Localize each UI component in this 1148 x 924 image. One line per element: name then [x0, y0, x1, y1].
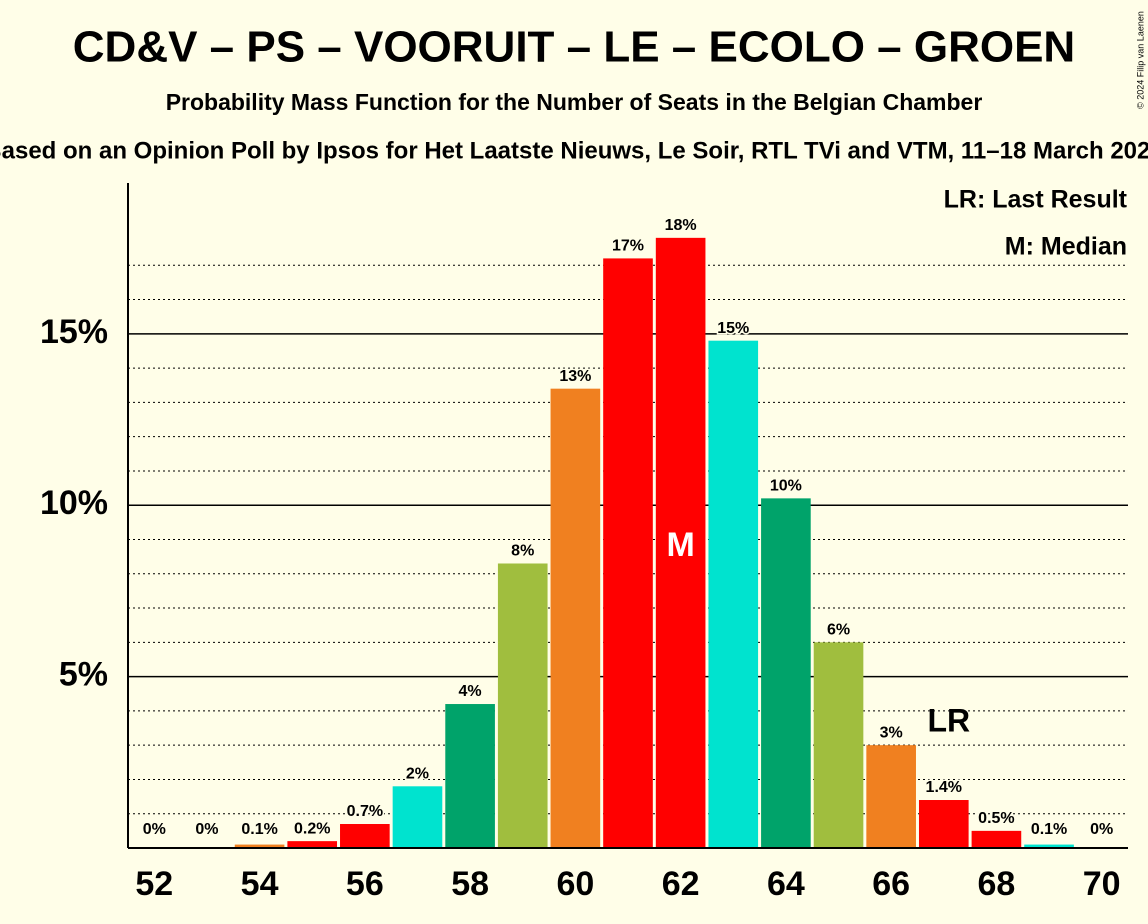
value-label: 8% — [511, 543, 534, 560]
bar — [603, 258, 653, 849]
x-tick-label: 66 — [872, 865, 910, 903]
value-label: 1.4% — [926, 779, 962, 796]
x-tick-label: 70 — [1083, 865, 1121, 903]
x-tick-label: 56 — [346, 865, 384, 903]
chart-title: CD&V – PS – VOORUIT – LE – ECOLO – GROEN — [73, 23, 1075, 72]
bar — [866, 745, 916, 848]
bar — [234, 844, 285, 848]
y-tick-label: 10% — [40, 484, 108, 522]
bar — [497, 563, 548, 848]
x-tick-label: 68 — [978, 865, 1016, 903]
x-tick-label: 64 — [767, 865, 805, 903]
last-result-marker: LR — [927, 702, 970, 738]
value-label: 15% — [717, 320, 749, 337]
bar — [550, 388, 601, 848]
bar — [1024, 844, 1074, 848]
bar — [655, 237, 706, 849]
y-tick-label: 15% — [40, 313, 108, 351]
chart-source: Based on an Opinion Poll by Ipsos for He… — [0, 137, 1148, 164]
value-label: 0.1% — [241, 821, 277, 838]
value-label: 2% — [406, 766, 429, 783]
value-label: 0% — [195, 821, 218, 838]
value-label: 0.1% — [1031, 821, 1067, 838]
bar — [761, 498, 811, 848]
chart-subtitle: Probability Mass Function for the Number… — [166, 89, 983, 115]
value-label: 18% — [665, 217, 697, 234]
median-marker: M — [666, 526, 694, 564]
bar — [918, 800, 969, 848]
value-label: 0% — [143, 821, 166, 838]
value-label: 17% — [612, 238, 644, 255]
x-tick-label: 62 — [662, 865, 700, 903]
value-label: 6% — [827, 622, 850, 639]
bar — [392, 786, 443, 848]
bar — [708, 340, 759, 848]
bar — [445, 704, 495, 848]
value-label: 0.7% — [347, 803, 383, 820]
value-label: 0.5% — [978, 810, 1014, 827]
x-tick-label: 54 — [241, 865, 279, 903]
value-label: 0.2% — [294, 820, 330, 837]
x-tick-label: 60 — [556, 865, 594, 903]
legend-background — [930, 184, 1128, 264]
value-label: 13% — [559, 368, 591, 385]
value-label: 3% — [880, 724, 903, 741]
bar — [813, 642, 864, 848]
value-label: 10% — [770, 478, 802, 495]
y-tick-label: 5% — [59, 656, 108, 694]
bar — [340, 824, 390, 848]
legend-entry: M: Median — [1005, 233, 1127, 261]
legend-entry: LR: Last Result — [944, 186, 1128, 214]
copyright: © 2024 Filip van Laenen — [1135, 11, 1145, 109]
bar — [971, 830, 1022, 848]
value-label: 0% — [1090, 821, 1113, 838]
bar — [287, 841, 338, 848]
x-tick-label: 52 — [135, 865, 173, 903]
x-tick-label: 58 — [451, 865, 489, 903]
value-label: 4% — [459, 683, 482, 700]
